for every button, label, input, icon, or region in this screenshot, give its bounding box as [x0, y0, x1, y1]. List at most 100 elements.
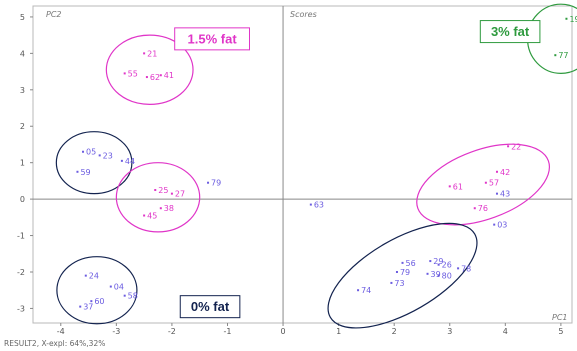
point-label: 79 [211, 179, 221, 188]
y-tick-label: 2 [20, 122, 25, 131]
cluster-ellipse [115, 162, 201, 233]
cluster-ellipse [55, 131, 133, 195]
y-axis-title: PC2 [46, 10, 62, 19]
point-label: 24 [89, 272, 99, 281]
group-label: 0% fat [191, 299, 230, 314]
point-label: 29 [433, 257, 443, 266]
point-label: 04 [114, 283, 124, 292]
point-label: 41 [164, 71, 174, 80]
point-label: 80 [442, 272, 452, 281]
x-tick-label: 3 [447, 327, 452, 336]
point-label: 43 [500, 190, 510, 199]
score-point [395, 270, 398, 273]
group-label-box [179, 295, 241, 319]
plot-title: Scores [290, 10, 317, 19]
y-tick-label: -1 [17, 232, 25, 241]
point-label: 63 [314, 201, 324, 210]
cluster-ellipse [327, 222, 478, 329]
score-point [565, 17, 568, 20]
point-label: 56 [406, 259, 416, 268]
point-label: 44 [125, 157, 135, 166]
score-point [170, 192, 173, 195]
score-point [429, 260, 432, 263]
y-tick-label: 4 [20, 49, 25, 58]
score-point [554, 54, 557, 57]
point-label: 58 [128, 292, 138, 301]
score-point [457, 267, 460, 270]
group-labels: 1.5% fat 3% fat 0% fat [174, 20, 541, 319]
score-point [90, 300, 93, 303]
point-label: 37 [83, 303, 93, 312]
y-tick-label: 5 [20, 13, 25, 22]
y-tick-label: 0 [20, 195, 25, 204]
score-point [309, 203, 312, 206]
point-label: 78 [461, 264, 471, 273]
score-point [159, 207, 162, 210]
x-tick-label: -1 [223, 327, 231, 336]
x-tick-label: -3 [112, 327, 120, 336]
point-label: 26 [442, 261, 452, 270]
score-point [109, 285, 112, 288]
score-point [426, 272, 429, 275]
point-label: 27 [175, 190, 185, 199]
point-label: 55 [128, 69, 138, 78]
point-label: 76 [478, 204, 488, 213]
score-point [473, 207, 476, 210]
score-point [437, 274, 440, 277]
point-label: 38 [164, 204, 174, 213]
y-tick-label: 1 [20, 159, 25, 168]
score-point [495, 170, 498, 173]
x-tick-label: 5 [558, 327, 563, 336]
group-label: 1.5% fat [188, 31, 238, 46]
score-point [143, 214, 146, 217]
point-label: 60 [94, 297, 104, 306]
point-label: 19 [569, 15, 577, 24]
x-axis-title: PC1 [552, 313, 568, 322]
score-point [123, 294, 126, 297]
point-label: 45 [147, 212, 157, 221]
score-point [437, 263, 440, 266]
score-point [76, 170, 79, 173]
group-label: 3% fat [491, 24, 530, 39]
point-label: 39 [431, 270, 441, 279]
group-label-box [174, 27, 250, 51]
x-tick-label: 2 [392, 327, 397, 336]
score-point [401, 261, 404, 264]
point-label: 77 [558, 51, 568, 60]
cluster-ellipse [416, 143, 551, 226]
point-label: 74 [361, 286, 371, 295]
point-label: 79 [400, 268, 410, 277]
score-point [143, 52, 146, 55]
point-label: 61 [453, 182, 463, 191]
point-label: 03 [497, 221, 507, 230]
result-caption: RESULT2, X-expl: 64%,32% [4, 339, 106, 348]
score-point [495, 192, 498, 195]
x-tick-label: 0 [281, 327, 286, 336]
point-label: 62 [150, 73, 160, 82]
y-tick-label: -2 [17, 268, 25, 277]
score-point [154, 189, 157, 192]
score-point [123, 72, 126, 75]
score-point [145, 76, 148, 79]
plot-frame [32, 5, 573, 324]
y-tick-label: -3 [17, 304, 25, 313]
score-point [357, 289, 360, 292]
point-label: 25 [158, 186, 168, 195]
score-point [448, 185, 451, 188]
x-tick-label: 1 [336, 327, 341, 336]
point-label: 73 [394, 279, 404, 288]
point-label: 22 [511, 142, 521, 151]
score-point [390, 281, 393, 284]
point-label: 57 [489, 179, 499, 188]
group-ellipses [55, 3, 577, 329]
point-label: 05 [86, 148, 96, 157]
score-point [493, 223, 496, 226]
score-point [484, 181, 487, 184]
point-label: 23 [103, 151, 113, 160]
score-point [82, 150, 85, 153]
score-point [120, 159, 123, 162]
point-label: 42 [500, 168, 510, 177]
x-tick-label: -2 [168, 327, 176, 336]
